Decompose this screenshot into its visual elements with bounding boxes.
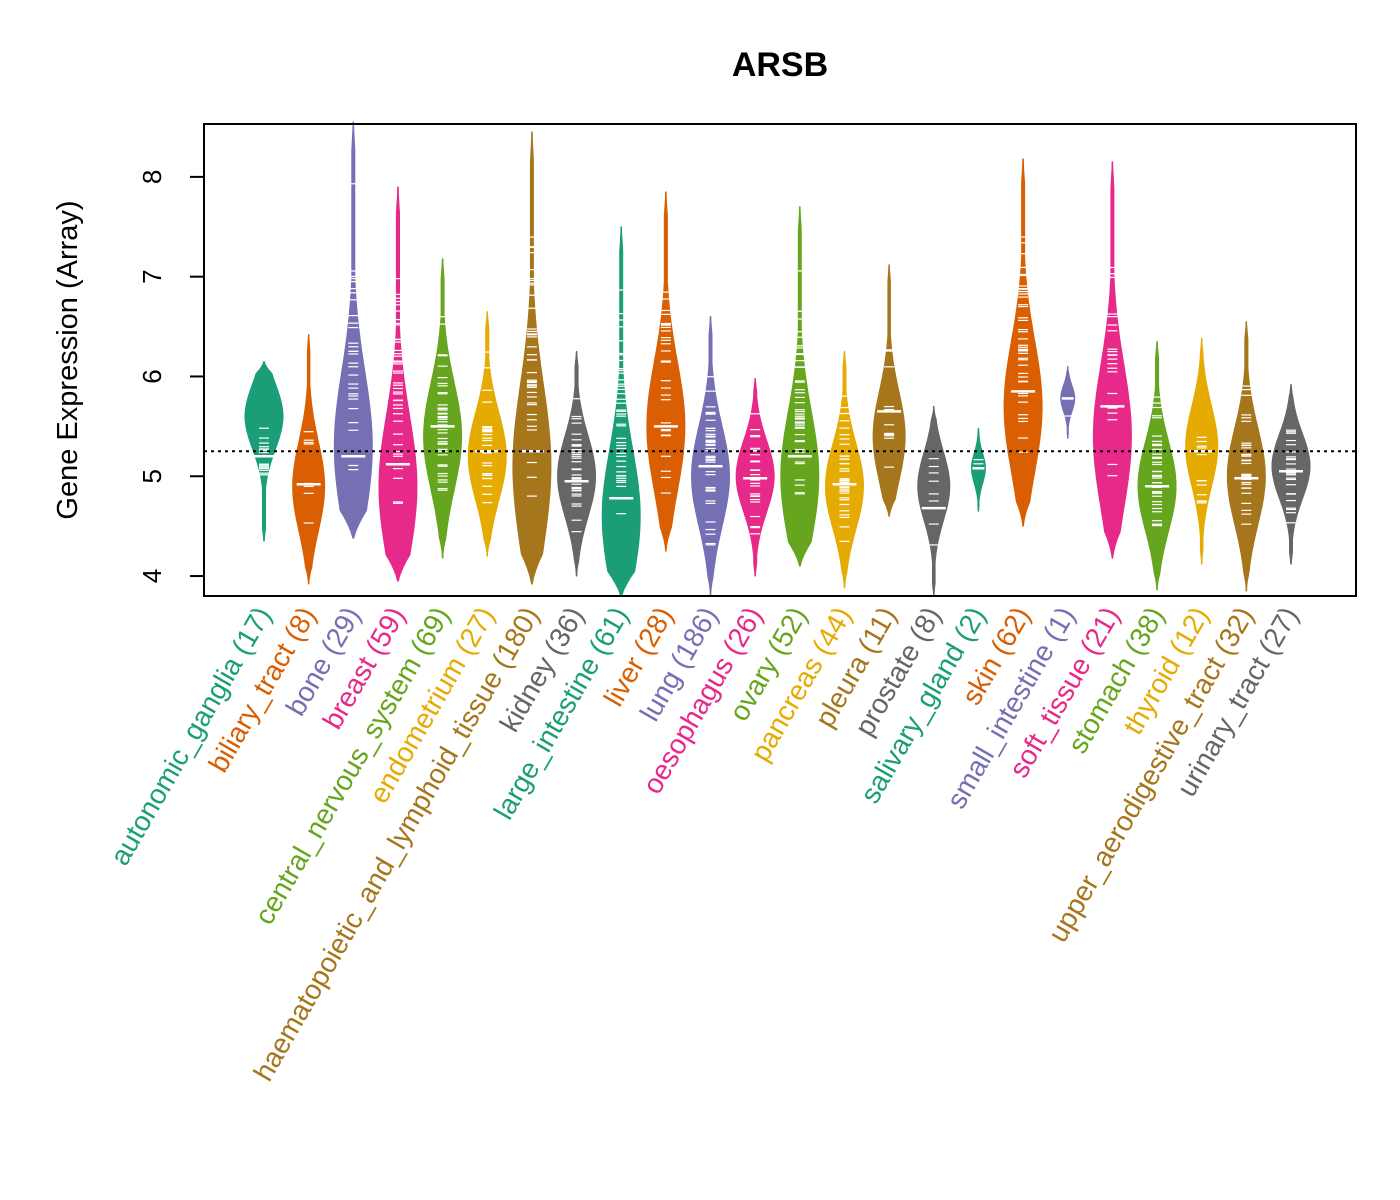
- violin-autonomic-ganglia: [244, 361, 284, 542]
- x-axis-labels: autonomic_ganglia (17)biliary_tract (8)b…: [104, 602, 1304, 1087]
- violin-prostate: [917, 405, 951, 597]
- chart-title: ARSB: [732, 46, 828, 84]
- y-tick-label: 4: [137, 569, 167, 583]
- violin-biliary-tract: [292, 334, 326, 585]
- y-tick-label: 7: [137, 269, 167, 283]
- y-tick-label: 5: [137, 469, 167, 483]
- violin-small-intestine: [1060, 366, 1076, 439]
- violin-salivary-gland: [970, 427, 986, 512]
- violin-endometrium: [467, 311, 507, 557]
- violin-pleura: [872, 264, 906, 517]
- violin-breast: [378, 186, 418, 582]
- violin-ovary: [780, 206, 820, 567]
- violin-bone: [333, 121, 373, 539]
- violin-lung: [690, 316, 730, 597]
- violin-stomach: [1137, 341, 1177, 591]
- violin-liver: [646, 191, 686, 552]
- violin-central-nervous-system: [423, 258, 463, 559]
- violin-urinary-tract: [1271, 383, 1311, 565]
- violin-kidney: [557, 351, 597, 577]
- y-tick-label: 6: [137, 369, 167, 383]
- violin-large-intestine: [601, 226, 641, 597]
- violin-haematopoietic-and-lymphoid-tissue: [512, 131, 552, 585]
- violin-upper-aerodigestive-tract: [1226, 321, 1266, 592]
- violin-soft-tissue: [1092, 161, 1132, 559]
- violin-oesophagus: [735, 378, 775, 577]
- y-axis: 4 5 6 7 8: [137, 170, 205, 583]
- y-axis-label: Gene Expression (Array): [52, 200, 84, 519]
- violin-pancreas: [825, 351, 865, 589]
- violin-skin: [1003, 158, 1043, 527]
- y-tick-label: 8: [137, 170, 167, 184]
- plot-frame: [203, 123, 1357, 597]
- violins-group: [244, 121, 1311, 597]
- violin-thyroid: [1185, 338, 1219, 565]
